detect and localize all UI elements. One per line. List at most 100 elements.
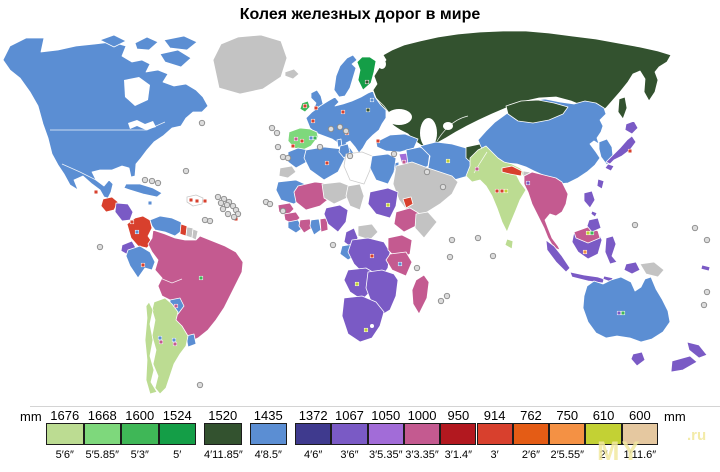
gauge-dot-marker (369, 253, 375, 259)
gauge-dot-marker (194, 198, 200, 204)
no-data-island-marker (446, 253, 454, 261)
region-brazil-bolivia (147, 229, 244, 343)
no-data-island-marker (346, 152, 354, 160)
region-ivory-coast (298, 218, 313, 234)
no-data-island-marker (279, 207, 287, 215)
region-new-caledonia (700, 264, 711, 272)
legend-item-762: 762 2′6″ (512, 408, 550, 461)
region-hudson-bay (124, 77, 150, 106)
legend-item-950: 950 3′1.4″ (440, 408, 477, 461)
legend-mm-value: 600 (628, 408, 651, 423)
legend-imperial-value: 5′ (173, 449, 182, 461)
region-peru (125, 245, 156, 279)
gauge-dot-marker (375, 138, 381, 144)
no-data-island-marker (206, 217, 214, 225)
watermark-text: MY (597, 436, 642, 466)
gauge-dot-marker (299, 138, 305, 144)
region-arctic-island-2 (134, 36, 159, 51)
legend-imperial-value: 2′ (599, 449, 608, 461)
gauge-dot-marker (582, 249, 588, 255)
region-philippines-luzon (583, 190, 596, 209)
no-data-island-marker (448, 236, 456, 244)
no-data-island-marker (273, 129, 281, 137)
region-sumatra (545, 239, 571, 273)
gauge-dot-marker (312, 135, 318, 141)
legend-item-1067: 1067 3′6″ (331, 408, 368, 461)
legend-swatch (204, 423, 242, 445)
legend-mm-value: 1050 (371, 408, 401, 423)
gauge-dot-marker (364, 79, 370, 85)
gauge-dot-marker (363, 327, 369, 333)
region-western-sahara (278, 165, 297, 179)
no-data-island-marker (703, 236, 711, 244)
region-australia (582, 276, 671, 343)
gauge-dot-marker (525, 180, 531, 186)
legend-imperial-value: 3′5.35″ (369, 449, 403, 461)
gauge-dot-marker (293, 136, 299, 142)
legend-item-1676: 1676 5′6″ (46, 408, 84, 461)
legend-mm-value: 950 (447, 408, 470, 423)
gauge-dots-layer (93, 79, 711, 389)
no-data-island-marker (274, 143, 282, 151)
gauge-dot-marker (365, 107, 371, 113)
legend-swatch (512, 423, 550, 445)
legend-item-610: 610 2′ (585, 408, 622, 461)
gauge-dot-marker (503, 188, 509, 194)
legend-item-1050: 1050 3′5.35″ (367, 408, 404, 461)
legend-unit-right: mm (664, 409, 686, 424)
region-honduras-nicaragua (114, 202, 134, 222)
legend-item-1668: 1668 5′5.85″ (83, 408, 121, 461)
legend-swatch (249, 423, 287, 445)
legend-mm-value: 1676 (50, 408, 80, 423)
gauge-dot-marker (401, 159, 407, 165)
region-southern-africa (341, 295, 385, 343)
region-new-zealand-south (670, 355, 698, 373)
no-data-island-marker (327, 125, 335, 133)
legend-swatch (331, 423, 368, 445)
region-philippines-mindanao (586, 217, 602, 233)
legend-imperial-value: 2′6″ (521, 449, 541, 461)
legend-imperial-value: 5′5.85″ (85, 449, 119, 461)
region-somalia (414, 211, 438, 239)
gauge-dot-marker (494, 188, 500, 194)
no-data-island-marker (223, 201, 231, 209)
legend-mm-value: 1435 (253, 408, 283, 423)
region-north-america (2, 37, 209, 199)
legend-item-1000: 1000 3′3.35″ (403, 408, 441, 461)
no-data-island-marker (316, 143, 324, 151)
region-venezuela (149, 215, 184, 237)
no-data-island-marker (489, 252, 497, 260)
legend-mm-value: 1000 (407, 408, 437, 423)
region-great-lakes (128, 120, 156, 130)
no-data-island-marker (279, 153, 287, 161)
region-sakhalin (617, 96, 628, 120)
legend-item-1524: 1524 5′ (158, 408, 196, 461)
region-central-african-republic (357, 223, 379, 241)
no-data-island-marker (268, 124, 276, 132)
legend-item-1600: 1600 5′3″ (121, 408, 159, 461)
region-sri-lanka (504, 238, 514, 250)
legend-imperial-value: 3′1.4″ (444, 449, 473, 461)
legend-swatch (440, 423, 477, 445)
legend-item-1520: 1520 4′11.85″ (204, 408, 243, 461)
gauge-dot-marker (369, 97, 375, 103)
region-sulawesi (604, 235, 618, 265)
gauge-dot-marker (620, 310, 626, 316)
gauge-dot-marker (585, 230, 591, 236)
region-ghana (309, 218, 322, 236)
gauge-dot-marker (397, 261, 403, 267)
no-data-island-marker (439, 183, 447, 191)
gauge-dot-marker (147, 200, 153, 206)
legend-item-914: 914 3′ (476, 408, 513, 461)
gauge-dot-marker (313, 105, 319, 111)
region-lesotho (370, 324, 374, 328)
no-data-island-marker (443, 292, 451, 300)
legend-separator-line (30, 406, 720, 407)
legend-swatch (121, 423, 159, 445)
region-togo-benin (319, 217, 329, 233)
region-norway-sweden (333, 54, 358, 98)
legend-imperial-value: 2′5.55″ (550, 449, 584, 461)
legend-swatch (476, 423, 513, 445)
gauge-dot-marker (290, 143, 296, 149)
no-data-island-marker (691, 224, 699, 232)
